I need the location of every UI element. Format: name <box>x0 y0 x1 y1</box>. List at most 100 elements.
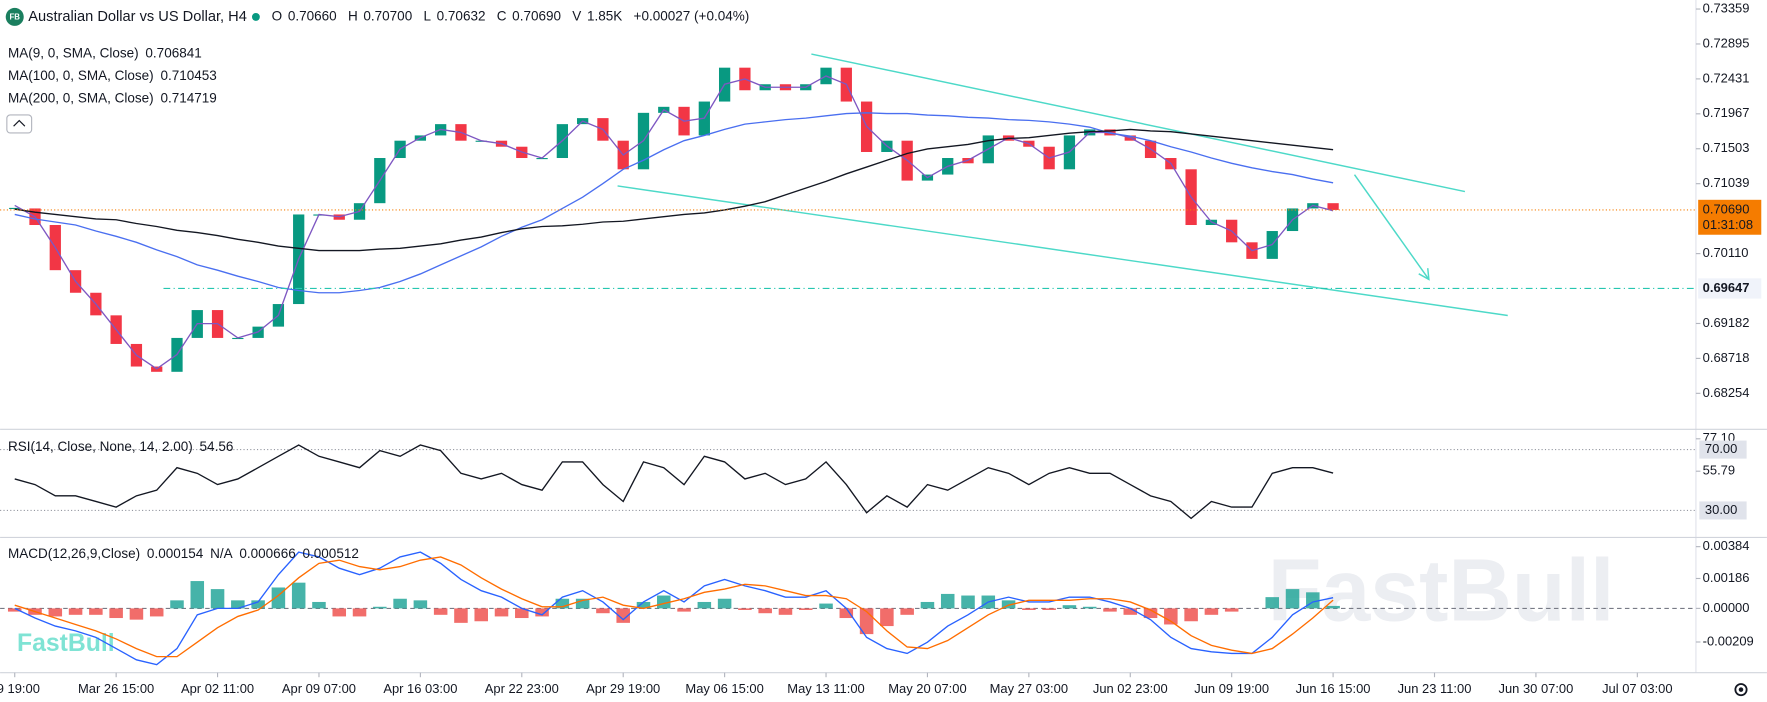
y-tick-label: 55.79 <box>1703 463 1735 478</box>
histogram-bar <box>758 608 772 614</box>
indicator-line <box>14 112 1334 294</box>
x-tick-label: Apr 09 07:00 <box>282 681 356 696</box>
histogram-bar <box>1103 608 1117 612</box>
x-tick-label: May 27 03:00 <box>990 681 1068 696</box>
trend-line <box>617 185 1508 317</box>
legend-name: MA(100, 0, SMA, Close) <box>8 68 154 83</box>
macd-line <box>14 551 1334 666</box>
histogram-bar <box>109 608 123 619</box>
indicator-title: RSI(14, Close, None, 14, 2.00) <box>8 439 193 454</box>
symbol-title: Australian Dollar vs US Dollar, H4 <box>28 9 247 25</box>
level-label-box <box>1698 278 1762 299</box>
histogram-bar <box>1224 608 1239 612</box>
ohlc-key: H <box>348 8 358 23</box>
x-tick-label: Mar 26 15:00 <box>78 681 154 696</box>
x-tick-label: Jun 02 23:00 <box>1093 681 1168 696</box>
legend-value: 0.706841 <box>145 46 201 61</box>
last-price-label: 0.70690 <box>1703 201 1750 216</box>
y-tick-label: 0.71039 <box>1703 175 1750 190</box>
candle <box>9 207 21 210</box>
band-label: 70.00 <box>1705 441 1737 456</box>
histogram-bar <box>352 608 367 617</box>
y-tick-label: 0.72895 <box>1703 35 1750 50</box>
histogram-bar <box>819 603 833 609</box>
ohlc-key: L <box>423 8 431 23</box>
legend-value: 0.000666 <box>239 546 295 561</box>
y-tick-label: 0.00000 <box>1703 600 1750 615</box>
x-tick-label: May 06 15:00 <box>685 681 763 696</box>
ohlc-key: O <box>272 8 283 23</box>
histogram-bar <box>575 598 590 609</box>
candle <box>1327 203 1339 210</box>
indicator-line <box>14 444 1334 520</box>
histogram-bar <box>961 595 975 609</box>
symbol-icon <box>5 7 24 26</box>
y-tick-label: 0.72431 <box>1703 70 1750 85</box>
histogram-bar <box>1164 608 1178 625</box>
x-tick-label: Apr 22 23:00 <box>485 681 559 696</box>
ohlc-value: 0.70660 <box>288 8 337 23</box>
histogram-bar <box>839 608 854 619</box>
ohlc-key: C <box>497 8 507 23</box>
histogram-bar <box>616 608 630 623</box>
x-tick-label: 19 19:00 <box>0 681 40 696</box>
histogram-bar <box>312 601 326 609</box>
histogram-bar <box>535 608 549 617</box>
histogram-bar <box>940 593 955 609</box>
histogram-bar <box>636 601 651 609</box>
price-change: +0.00027 (+0.04%) <box>634 8 750 23</box>
y-tick-label: 0.73359 <box>1703 0 1750 15</box>
histogram-bar <box>1143 608 1158 619</box>
y-tick-label: 0.68254 <box>1703 385 1750 400</box>
level-label: 0.69647 <box>1703 280 1750 295</box>
histogram-bar <box>1184 608 1198 622</box>
y-tick-label: 0.68718 <box>1703 350 1750 365</box>
histogram-bar <box>697 601 712 609</box>
indicator-line <box>14 128 1334 252</box>
histogram-bar <box>515 608 529 619</box>
histogram-bar <box>1062 605 1077 609</box>
y-tick-label: 0.00384 <box>1703 538 1750 553</box>
x-tick-label: May 20 07:00 <box>888 681 966 696</box>
histogram-bar <box>717 598 732 609</box>
histogram-bar <box>291 582 306 609</box>
histogram-bar <box>231 600 245 609</box>
histogram-bar <box>798 608 813 610</box>
trend-line <box>811 53 1466 193</box>
histogram-bar <box>210 589 225 609</box>
histogram-bar <box>1042 608 1056 610</box>
histogram-bar <box>7 608 22 612</box>
y-tick-label: -0.00209 <box>1703 633 1754 648</box>
ohlc-value: 0.70632 <box>437 8 486 23</box>
band-label: 30.00 <box>1705 502 1737 517</box>
histogram-bar <box>1123 608 1138 615</box>
legend-value: 0.000154 <box>147 546 204 561</box>
countdown: 01:31:08 <box>1703 217 1753 232</box>
histogram-bar <box>433 608 448 615</box>
x-tick-label: Jun 16 15:00 <box>1296 681 1371 696</box>
histogram-bar <box>251 600 265 609</box>
settings-gear[interactable] <box>1734 683 1748 697</box>
legend-value: 0.000512 <box>302 546 358 561</box>
y-tick-label: 0.70110 <box>1703 245 1749 260</box>
drawings <box>617 53 1508 317</box>
gear-center <box>1738 687 1744 692</box>
y-tick-label: 0.71967 <box>1703 105 1750 120</box>
histogram-bar <box>1204 608 1219 615</box>
watermark: FastBull <box>1268 540 1615 639</box>
x-tick-label: May 13 11:00 <box>787 681 864 696</box>
histogram-bar <box>494 608 509 617</box>
histogram-bar <box>129 608 144 620</box>
y-tick-label: 0.69182 <box>1703 315 1750 330</box>
histogram-bar <box>89 608 103 615</box>
histogram-bar <box>149 608 164 617</box>
watermark: FastBull <box>17 630 115 657</box>
histogram-bar <box>1265 597 1280 609</box>
collapse-button[interactable] <box>6 114 33 134</box>
legend-value: 0.714719 <box>160 91 216 106</box>
symbol-icon-text: FB <box>9 13 20 22</box>
histogram-bar <box>555 598 570 609</box>
histogram-bar <box>1285 589 1300 609</box>
histogram-bar <box>373 606 387 609</box>
